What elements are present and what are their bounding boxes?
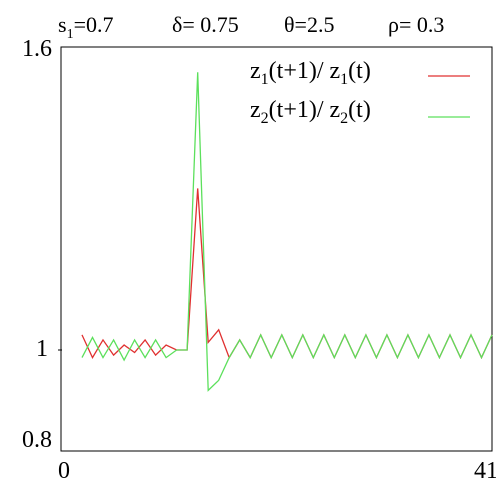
param-rho: ρ= 0.3: [388, 12, 444, 37]
series-line-z2: [81, 72, 493, 392]
series-group: [81, 72, 493, 392]
legend: z1(t+1)/ z1(t) z2(t+1)/ z2(t): [250, 58, 470, 127]
x-tick-label-0: 0: [58, 458, 70, 484]
y-tick-label-0.8: 0.8: [22, 427, 52, 453]
x-tick-label-41: 41: [474, 458, 496, 484]
plot-frame: [60, 46, 493, 452]
legend-label-z2: z2(t+1)/ z2(t): [250, 97, 371, 127]
legend-label-z1: z1(t+1)/ z1(t): [250, 58, 371, 88]
series-line-z1: [81, 188, 493, 360]
param-s1: s1=0.7: [58, 12, 113, 42]
param-delta: δ= 0.75: [172, 12, 239, 37]
y-tick-label-1: 1: [36, 336, 48, 362]
y-tick-label-1.6: 1.6: [22, 36, 52, 62]
param-theta: θ=2.5: [284, 12, 334, 37]
